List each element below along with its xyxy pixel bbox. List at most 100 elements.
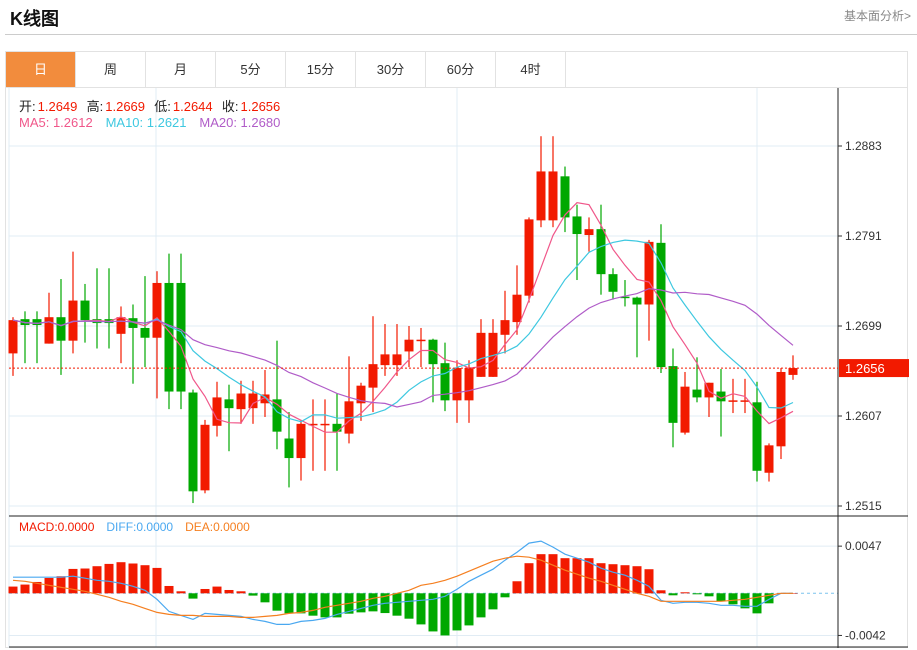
candle-body <box>152 282 162 338</box>
candle-body <box>548 171 558 221</box>
candle <box>428 338 438 403</box>
candle-body <box>692 389 702 398</box>
macd-bar <box>680 592 690 594</box>
last-price-label: 1.2656 <box>845 361 885 376</box>
candle-body <box>368 364 378 388</box>
candle-body <box>788 368 798 375</box>
candle-body <box>560 176 570 218</box>
macd-bar <box>656 590 666 594</box>
candle <box>656 224 666 373</box>
macd-bar <box>200 588 210 594</box>
open-value: 1.2649 <box>37 99 78 114</box>
price-tick-label: 1.2699 <box>845 319 882 333</box>
candle-body <box>380 354 390 366</box>
macd-bar <box>704 593 714 597</box>
last-price-tag <box>839 359 909 378</box>
dea-value: DEA:0.0000 <box>185 520 250 534</box>
candle-body <box>716 391 726 402</box>
candle-body <box>56 317 66 341</box>
candle-body <box>500 320 510 335</box>
candle <box>152 271 162 399</box>
candle-body <box>620 296 630 299</box>
close-label: 收: <box>221 99 239 114</box>
candle <box>416 327 426 368</box>
macd-bar <box>476 593 486 618</box>
macd-bar <box>296 593 306 614</box>
macd-bar <box>512 581 522 594</box>
candle <box>260 370 270 417</box>
candle-body <box>284 438 294 459</box>
candle-body <box>752 402 762 471</box>
macd-bar <box>428 593 438 632</box>
candle-body <box>236 393 246 410</box>
ma-readout: MA5: 1.2612 MA10: 1.2621 MA20: 1.2680 <box>19 115 282 130</box>
candle-body <box>248 393 258 409</box>
candle <box>104 268 114 349</box>
tab-month[interactable]: 月 <box>146 52 216 87</box>
candle <box>212 381 222 437</box>
candle <box>752 381 762 482</box>
diff-value: DIFF:0.0000 <box>106 520 174 534</box>
candle <box>284 412 294 488</box>
candle-body <box>740 400 750 402</box>
candle-body <box>536 171 546 221</box>
candle <box>368 316 378 413</box>
candle <box>200 419 210 494</box>
macd-bar <box>272 593 282 611</box>
macd-bar <box>524 563 534 594</box>
macd-readout: MACD:0.0000 DIFF:0.0000 DEA:0.0000 <box>19 520 252 534</box>
tab-4hour[interactable]: 4时 <box>496 52 566 87</box>
high-value: 1.2669 <box>105 99 146 114</box>
macd-bar <box>596 563 606 594</box>
price-tick-label: 1.2791 <box>845 229 882 243</box>
candle-body <box>680 386 690 433</box>
macd-bar <box>356 593 366 613</box>
macd-bar <box>560 558 570 594</box>
candle-body <box>200 424 210 491</box>
tab-5min[interactable]: 5分 <box>216 52 286 87</box>
candle-body <box>584 229 594 236</box>
candle <box>692 357 702 403</box>
macd-bar <box>128 563 138 594</box>
candle <box>56 279 66 375</box>
tab-15min[interactable]: 15分 <box>286 52 356 87</box>
candle <box>116 306 126 364</box>
candle-body <box>608 274 618 292</box>
tab-week[interactable]: 周 <box>76 52 146 87</box>
candle <box>572 204 582 281</box>
macd-bar <box>608 564 618 594</box>
fundamental-analysis-link[interactable]: 基本面分析> <box>843 9 911 23</box>
macd-bar <box>152 567 162 594</box>
candle-body <box>764 445 774 473</box>
period-tabs: 日 周 月 5分 15分 30分 60分 4时 <box>6 52 907 88</box>
macd-bar <box>668 593 678 596</box>
candle-body <box>572 216 582 235</box>
candle <box>452 360 462 423</box>
tab-30min[interactable]: 30分 <box>356 52 426 87</box>
price-tick-label: 1.2515 <box>845 499 882 513</box>
candle <box>704 382 714 417</box>
macd-bar <box>620 565 630 594</box>
candle <box>608 268 618 300</box>
tab-60min[interactable]: 60分 <box>426 52 496 87</box>
macd-bar <box>224 589 234 594</box>
candle-body <box>728 400 738 402</box>
tab-day[interactable]: 日 <box>6 52 76 87</box>
ma5-line <box>12 202 794 433</box>
candle <box>668 348 678 448</box>
candle-body <box>656 242 666 368</box>
candle-body <box>392 354 402 366</box>
candle-body <box>524 219 534 296</box>
macd-bar <box>284 593 294 614</box>
candle-body <box>44 317 54 344</box>
macd-bar <box>8 586 18 594</box>
candle <box>536 136 546 228</box>
candle <box>728 378 738 414</box>
candle <box>464 360 474 423</box>
candle-body <box>164 282 174 392</box>
macd-bar <box>488 593 498 610</box>
candle-body <box>632 297 642 305</box>
candle <box>776 368 786 460</box>
macd-tick-label: -0.0042 <box>845 628 886 642</box>
